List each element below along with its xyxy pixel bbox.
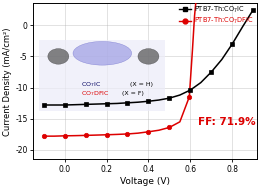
- Bar: [39, 40, 165, 111]
- Text: (X = H): (X = H): [120, 82, 153, 87]
- Y-axis label: Current Density (mA/cm²): Current Density (mA/cm²): [3, 27, 12, 136]
- Ellipse shape: [73, 41, 132, 65]
- Ellipse shape: [138, 49, 159, 64]
- Ellipse shape: [48, 49, 69, 64]
- X-axis label: Voltage (V): Voltage (V): [120, 177, 170, 186]
- Text: CO$_7$DFIC: CO$_7$DFIC: [81, 89, 110, 98]
- Text: CO$_7$IC: CO$_7$IC: [81, 80, 101, 89]
- Text: (X = F): (X = F): [120, 91, 144, 96]
- Legend: PTB7-Th:CO$_7$IC, PTB7-Th:CO$_7$DFIC: PTB7-Th:CO$_7$IC, PTB7-Th:CO$_7$DFIC: [178, 4, 254, 27]
- Text: FF: 71.9%: FF: 71.9%: [198, 117, 255, 127]
